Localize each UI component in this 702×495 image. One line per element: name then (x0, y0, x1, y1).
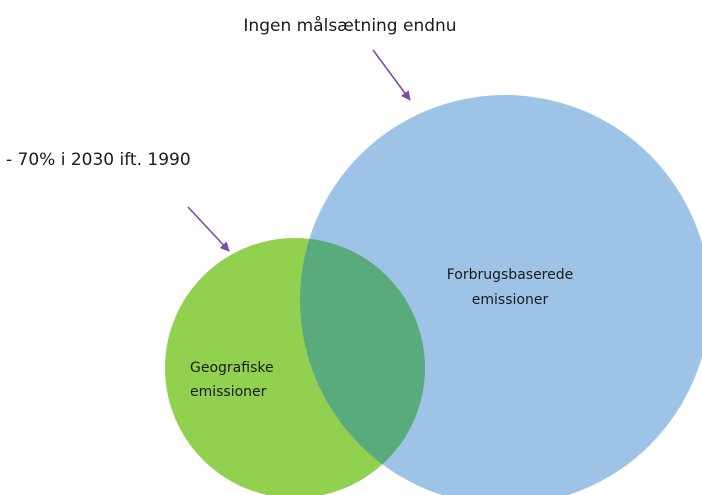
arrow (187, 206, 230, 252)
consumption-label: Forbrugsbaserede (447, 267, 574, 283)
top-note: Ingen målsætning endnu (243, 15, 456, 36)
arrow (372, 49, 411, 101)
consumption-label: emissioner (472, 292, 549, 308)
overlap (300, 238, 425, 495)
left-note: - 70% i 2030 ift. 1990 (6, 150, 191, 170)
geographic-label: emissioner (190, 384, 267, 400)
geographic-label: Geografiske (190, 360, 274, 376)
